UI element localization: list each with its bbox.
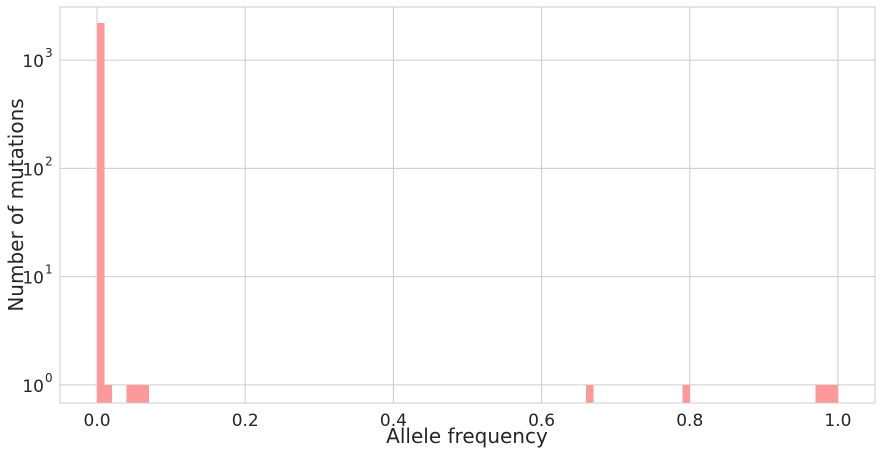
histogram-bar-3 [134,384,142,403]
plot-frame [59,6,876,404]
x-tick-labels: 0.0 0.2 0.4 0.6 0.8 1.0 [84,411,852,431]
histogram-bar-0 [97,23,105,404]
histogram-bar-2 [126,384,135,403]
histogram-bar-6 [682,384,690,403]
x-tick-label-0: 0.0 [84,411,111,431]
x-tick-label-3: 0.6 [528,411,555,431]
x-tick-label-1: 0.2 [232,411,259,431]
x-tick-label-4: 0.8 [676,411,703,431]
grid-lines [60,7,875,403]
y-tick-label-2: 10 [22,160,44,180]
x-axis-label: Allele frequency [386,424,548,448]
y-tick-exponent-0: 0 [45,371,53,385]
histogram-bar-1 [104,384,112,403]
histogram-bars [97,23,838,404]
histogram-bar-7 [815,384,824,403]
y-tick-label-1: 10 [22,269,44,289]
y-tick-exponent-1: 1 [45,263,53,277]
histogram-bar-8 [823,384,831,403]
x-tick-label-2: 0.4 [380,411,407,431]
histogram-bar-9 [830,384,838,403]
y-tick-exponent-2: 2 [45,154,53,168]
x-tick-label-5: 1.0 [824,411,851,431]
histogram-bar-4 [141,384,149,403]
y-tick-label-3: 10 [22,52,44,72]
histogram-bar-5 [586,384,594,403]
y-tick-label-0: 10 [22,377,44,397]
y-axis-label: Number of mutations [4,98,28,311]
y-tick-exponent-3: 3 [45,46,53,60]
